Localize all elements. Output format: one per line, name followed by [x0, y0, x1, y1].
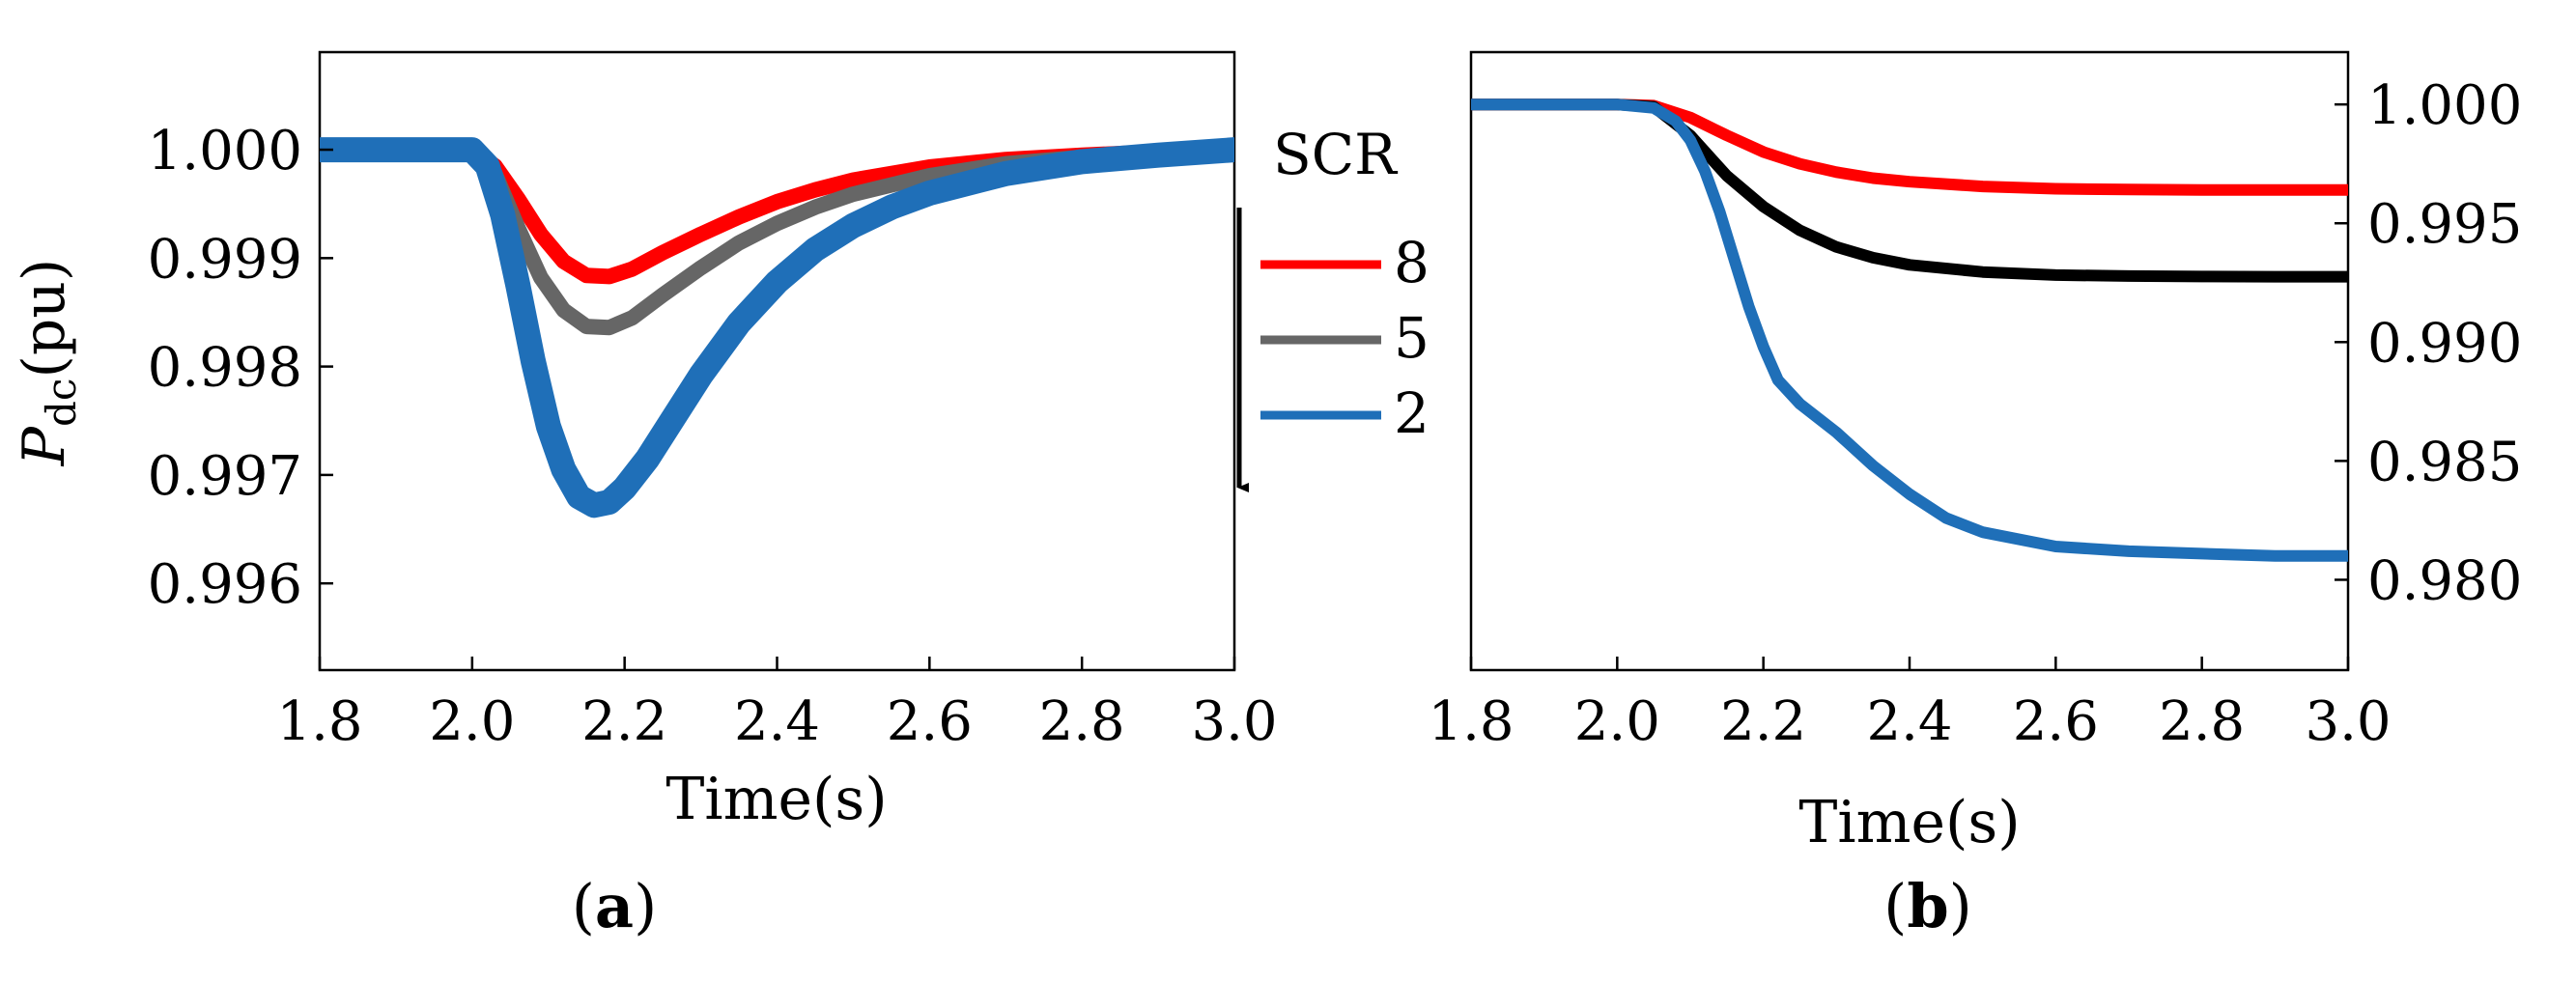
series-group-b [1471, 98, 2348, 562]
y-tick-label: 0.999 [148, 228, 302, 291]
series-line-scr-8-b [1471, 98, 2348, 196]
caption-b: (b) [1883, 871, 1972, 941]
x-tick-label: 1.8 [276, 690, 362, 753]
x-tick-label: 2.0 [429, 690, 515, 753]
x-tick-label: 2.0 [1574, 690, 1660, 753]
y-ticks-a: 1.000 0.999 0.998 0.997 0.996 [148, 120, 333, 616]
y-tick-label: 0.990 [2367, 312, 2522, 375]
x-ticks-b: 1.8 2.0 2.2 2.4 2.6 2.8 3.0 [1428, 657, 2392, 753]
y-tick-label: 0.980 [2367, 549, 2522, 612]
y-axis-label-a: Pdc(pu) [11, 259, 85, 467]
x-axis-label-b: Time(s) [1798, 789, 2020, 856]
x-tick-label: 2.2 [1720, 690, 1806, 753]
x-ticks-a: 1.8 2.0 2.2 2.4 2.6 2.8 3.0 [276, 657, 1278, 753]
panel-a: 1.8 2.0 2.2 2.4 2.6 2.8 3.0 1.000 0.999 0.998 0.9… [11, 50, 1430, 941]
caption-a: (a) [572, 871, 658, 941]
legend: SCR 8 5 2 [1236, 122, 1430, 492]
y-tick-label: 0.998 [148, 337, 302, 400]
legend-title: SCR [1273, 122, 1399, 187]
x-tick-label: 2.8 [1039, 690, 1125, 753]
series-group-a [320, 137, 1234, 519]
x-axis-label-a: Time(s) [665, 766, 887, 833]
series-line-scr-2-b [1471, 98, 2348, 562]
x-tick-label: 2.6 [2013, 690, 2099, 753]
y-tick-label: 0.985 [2367, 431, 2522, 493]
x-tick-label: 2.8 [2159, 690, 2245, 753]
x-tick-label: 2.4 [734, 690, 820, 753]
y-tick-label: 1.000 [2367, 74, 2522, 137]
y-tick-label: 1.000 [148, 120, 302, 182]
y-tick-label: 0.996 [148, 553, 302, 616]
legend-label-scr-8: 8 [1394, 230, 1430, 295]
x-tick-label: 2.4 [1866, 690, 1952, 753]
series-line-scr-2-a [320, 137, 1234, 519]
x-tick-label: 2.2 [581, 690, 667, 753]
plot-frame-b [1469, 50, 2350, 672]
legend-label-scr-2: 2 [1394, 380, 1430, 446]
y-ticks-b: 1.000 0.995 0.990 0.985 0.980 [2335, 74, 2522, 612]
x-tick-label: 3.0 [2305, 690, 2391, 753]
x-tick-label: 1.8 [1428, 690, 1514, 753]
y-tick-label: 0.995 [2367, 193, 2522, 256]
x-tick-label: 2.6 [887, 690, 973, 753]
y-tick-label: 0.997 [148, 445, 302, 508]
series-line-scr-5-a [320, 142, 1234, 336]
legend-label-scr-5: 5 [1394, 305, 1430, 371]
x-tick-label: 3.0 [1191, 690, 1277, 753]
panel-b: 1.8 2.0 2.2 2.4 2.6 2.8 3.0 1.000 0.995 0.990 0.9… [1428, 50, 2522, 941]
